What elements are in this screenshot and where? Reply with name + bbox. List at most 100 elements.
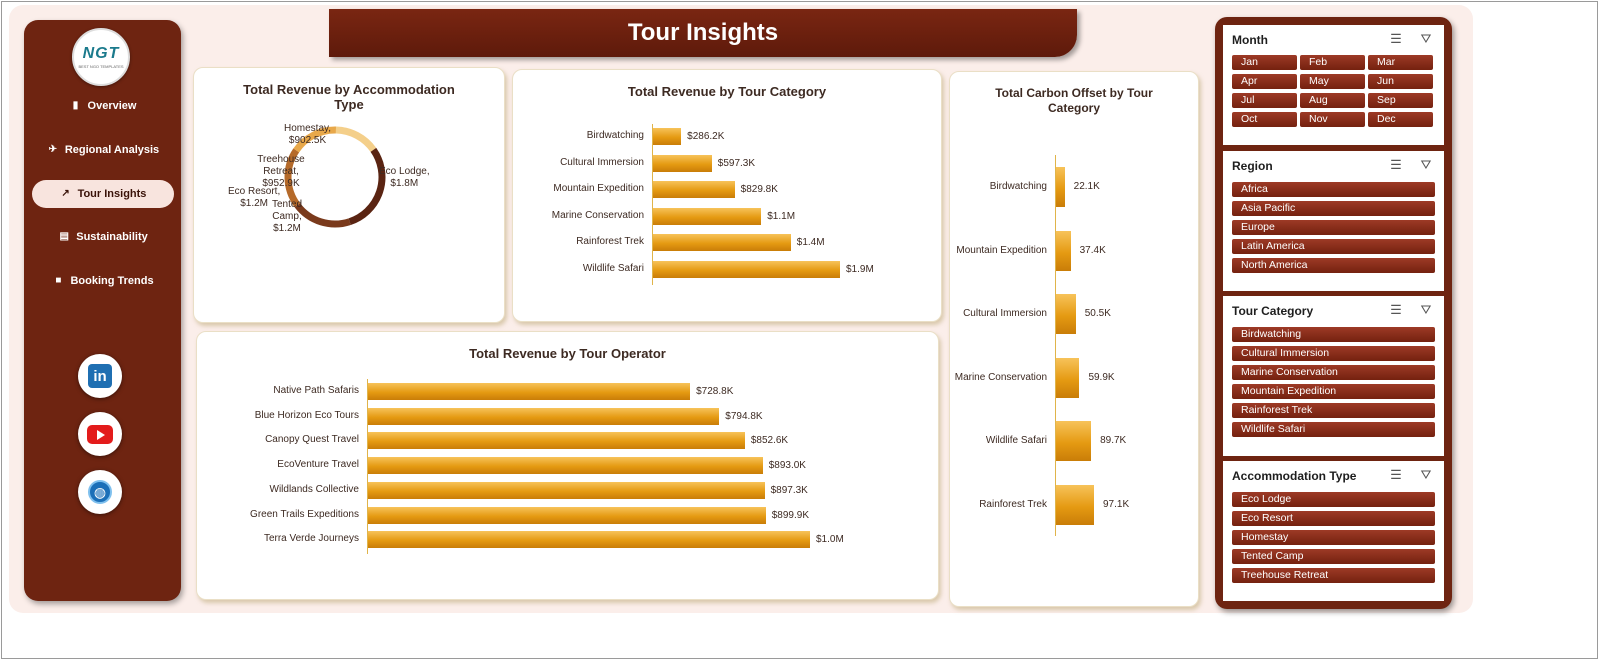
bar-canopy-quest-travel	[368, 432, 745, 450]
bar-green-trails-expeditions	[368, 506, 766, 524]
slicer-item-jan[interactable]: Jan	[1232, 55, 1297, 70]
bar-marine-conservation	[653, 207, 762, 225]
line-chart-icon: ↗	[61, 188, 70, 199]
clipboard-icon: ▤	[59, 231, 69, 242]
youtube-button[interactable]	[78, 412, 122, 456]
linkedin-icon: in	[88, 364, 112, 388]
multi-select-icon[interactable]: ☰	[1390, 302, 1402, 317]
slicer-tour-category: Tour Category ☰ ⛛ Birdwatching Cultural Im…	[1223, 296, 1444, 456]
carbon-offset-title: Total Carbon Offset by Tour Category	[995, 86, 1153, 115]
slicer-item-north-america[interactable]: North America	[1232, 258, 1435, 273]
data-label-wildlands-collective: $897.3K	[770, 484, 808, 496]
world-map-icon: ✈	[48, 144, 58, 155]
slicer-panel: Month ☰ ⛛ Jan Feb Mar Apr May Jun Jul Aug Sep Oct N…	[1215, 17, 1452, 609]
website-button[interactable]: ◍	[78, 470, 122, 514]
multi-select-icon[interactable]: ☰	[1390, 157, 1402, 172]
slicer-item-latin-america[interactable]: Latin America	[1232, 239, 1435, 254]
slicer-item-may[interactable]: May	[1300, 74, 1365, 89]
bar-birdwatching	[653, 128, 682, 145]
ngt-logo[interactable]: NGT BEST NGO TEMPLATES	[72, 28, 130, 86]
nav-sustainability[interactable]: ▤ Sustainability	[59, 231, 148, 243]
multi-select-icon[interactable]: ☰	[1390, 467, 1402, 482]
accommodation-donut-chart	[284, 126, 386, 228]
data-label-marine-conservation: $1.1M	[767, 210, 796, 222]
slicer-accommodation-title: Accommodation Type	[1232, 469, 1357, 483]
category-label-mountain-expedition: Mountain Expedition	[553, 183, 644, 194]
carbon-label-cultural-immersion: Cultural Immersion	[963, 308, 1047, 319]
slicer-item-eco-lodge[interactable]: Eco Lodge	[1232, 492, 1435, 507]
category-label-blue-horizon-eco-tours: Blue Horizon Eco Tours	[254, 409, 359, 421]
carbon-value-wildlife-safari: 89.7K	[1100, 435, 1127, 446]
slicer-item-eco-resort[interactable]: Eco Resort	[1232, 511, 1435, 526]
bar-axis	[652, 124, 653, 285]
slicer-item-jun[interactable]: Jun	[1368, 74, 1433, 89]
clear-filter-icon[interactable]: ⛛	[1420, 31, 1432, 46]
slicer-item-asia-pacific[interactable]: Asia Pacific	[1232, 201, 1435, 216]
data-label-native-path-safaris: $728.8K	[696, 386, 734, 397]
clear-filter-icon[interactable]: ⛛	[1420, 302, 1432, 317]
bar-rainforest-trek	[653, 234, 791, 251]
category-label-wildlands-collective: Wildlands Collective	[269, 483, 359, 495]
carbon-bar-birdwatching	[1056, 167, 1065, 207]
carbon-label-marine-conservation: Marine Conservation	[954, 371, 1047, 383]
page-title: Tour Insights	[627, 19, 779, 46]
bar-axis	[367, 379, 368, 554]
data-label-wildlife-safari: $1.9M	[846, 263, 874, 275]
slicer-item-oct[interactable]: Oct	[1232, 112, 1297, 127]
bar-chart-icon: ▮	[72, 100, 79, 111]
category-revenue-card: Total Revenue by Tour Category Birdwatch…	[512, 69, 942, 322]
nav-booking-trends[interactable]: ■ Booking Trends	[32, 267, 174, 295]
carbon-value-cultural-immersion: 50.5K	[1084, 308, 1111, 319]
slicer-item-nov[interactable]: Nov	[1300, 112, 1365, 127]
data-label-blue-horizon-eco-tours: $794.8K	[725, 410, 763, 422]
carbon-label-wildlife-safari: Wildlife Safari	[985, 435, 1047, 446]
carbon-offset-card: Total Carbon Offset by Tour Category Bir…	[949, 71, 1199, 607]
slicer-tour-category-title: Tour Category	[1232, 304, 1314, 318]
clear-filter-icon[interactable]: ⛛	[1420, 157, 1432, 172]
slicer-item-mountain-expedition[interactable]: Mountain Expedition	[1232, 384, 1435, 399]
carbon-value-rainforest-trek: 97.1K	[1103, 498, 1130, 510]
clear-filter-icon[interactable]: ⛛	[1420, 467, 1432, 482]
slicer-item-africa[interactable]: Africa	[1232, 182, 1435, 197]
linkedin-button[interactable]: in	[78, 354, 122, 398]
nav-tour-insights[interactable]: ↗ Tour Insights	[32, 180, 174, 208]
data-label-cultural-immersion: $597.3K	[717, 157, 756, 169]
bar-blue-horizon-eco-tours	[368, 407, 720, 425]
bar-wildlife-safari	[653, 260, 840, 278]
slicer-item-sep[interactable]: Sep	[1368, 93, 1433, 108]
slicer-item-tented-camp[interactable]: Tented Camp	[1232, 549, 1435, 564]
youtube-icon	[87, 424, 113, 444]
slicer-item-cultural-immersion[interactable]: Cultural Immersion	[1232, 346, 1435, 361]
carbon-bar-marine-conservation	[1056, 357, 1080, 398]
multi-select-icon[interactable]: ☰	[1390, 31, 1402, 46]
bar-ecoventure-travel	[368, 457, 763, 475]
donut-label-eco-lodge: Eco Lodge, $1.8M	[379, 166, 430, 189]
nav-overview[interactable]: ▮ Overview	[32, 92, 174, 120]
slicer-item-apr[interactable]: Apr	[1232, 74, 1297, 89]
slicer-item-treehouse-retreat[interactable]: Treehouse Retreat	[1232, 568, 1435, 583]
slicer-item-jul[interactable]: Jul	[1232, 93, 1297, 108]
slicer-item-marine-conservation[interactable]: Marine Conservation	[1232, 365, 1435, 380]
carbon-value-marine-conservation: 59.9K	[1088, 371, 1115, 383]
slicer-item-feb[interactable]: Feb	[1300, 55, 1365, 70]
bar-wildlands-collective	[368, 481, 765, 499]
slicer-item-birdwatching[interactable]: Birdwatching	[1232, 327, 1435, 342]
slicer-item-mar[interactable]: Mar	[1368, 55, 1433, 70]
slicer-item-rainforest-trek[interactable]: Rainforest Trek	[1232, 403, 1435, 418]
carbon-label-birdwatching: Birdwatching	[989, 181, 1047, 192]
donut-slice-homestay	[335, 126, 377, 153]
slicer-item-homestay[interactable]: Homestay	[1232, 530, 1435, 545]
carbon-label-mountain-expedition: Mountain Expedition	[956, 244, 1047, 256]
slicer-item-wildlife-safari[interactable]: Wildlife Safari	[1232, 422, 1435, 437]
slicer-item-aug[interactable]: Aug	[1300, 93, 1365, 108]
operator-revenue-card: Total Revenue by Tour Operator Native Pa…	[196, 331, 939, 600]
donut-label-homestay: Homestay, $902.5K	[284, 123, 332, 146]
carbon-bar-rainforest-trek	[1056, 484, 1094, 525]
slicer-item-dec[interactable]: Dec	[1368, 112, 1433, 127]
category-label-cultural-immersion: Cultural Immersion	[560, 156, 644, 168]
bar-native-path-safaris	[368, 383, 691, 400]
slicer-item-europe[interactable]: Europe	[1232, 220, 1435, 235]
donut-slice-tented-camp	[284, 148, 301, 208]
nav-regional-analysis[interactable]: ✈ Regional Analysis	[48, 144, 160, 156]
bar-mountain-expedition	[653, 181, 735, 198]
